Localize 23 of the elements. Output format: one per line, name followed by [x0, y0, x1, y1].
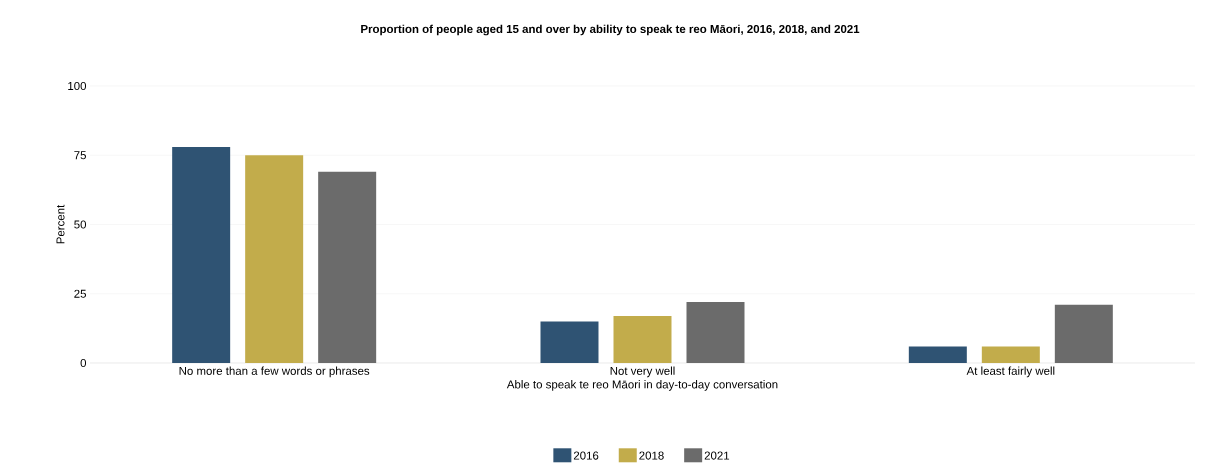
bar: [613, 315, 672, 363]
bar: [172, 146, 231, 363]
bar: [245, 155, 304, 363]
y-tick-label: 100: [68, 81, 87, 91]
y-tick-label: 50: [74, 220, 87, 229]
legend-label: 2018: [639, 451, 664, 460]
chart-title: Proportion of people aged 15 and over by ability to speak te reo Māori, 2016, 2018, and 2021: [361, 24, 860, 36]
y-tick-label: 75: [74, 151, 86, 160]
bar: [318, 171, 377, 363]
legend-label: 2016: [573, 451, 599, 460]
x-tick-label: Not very well: [610, 366, 675, 378]
x-tick-label: At least fairly well: [966, 366, 1055, 378]
y-axis-title: Percent: [56, 204, 65, 244]
x-axis-title: Able to speak te reo Māori in day-to-day conversation: [506, 380, 778, 391]
y-tick-label: 25: [74, 289, 86, 298]
legend-label: 2021: [704, 451, 730, 460]
bar: [908, 346, 967, 363]
bar: [686, 302, 745, 363]
bar: [1054, 304, 1113, 363]
y-tick-label: 0: [80, 358, 87, 368]
x-tick-label: No more than a few words or phrases: [179, 366, 370, 378]
bar: [540, 321, 599, 363]
bar: [981, 346, 1040, 363]
